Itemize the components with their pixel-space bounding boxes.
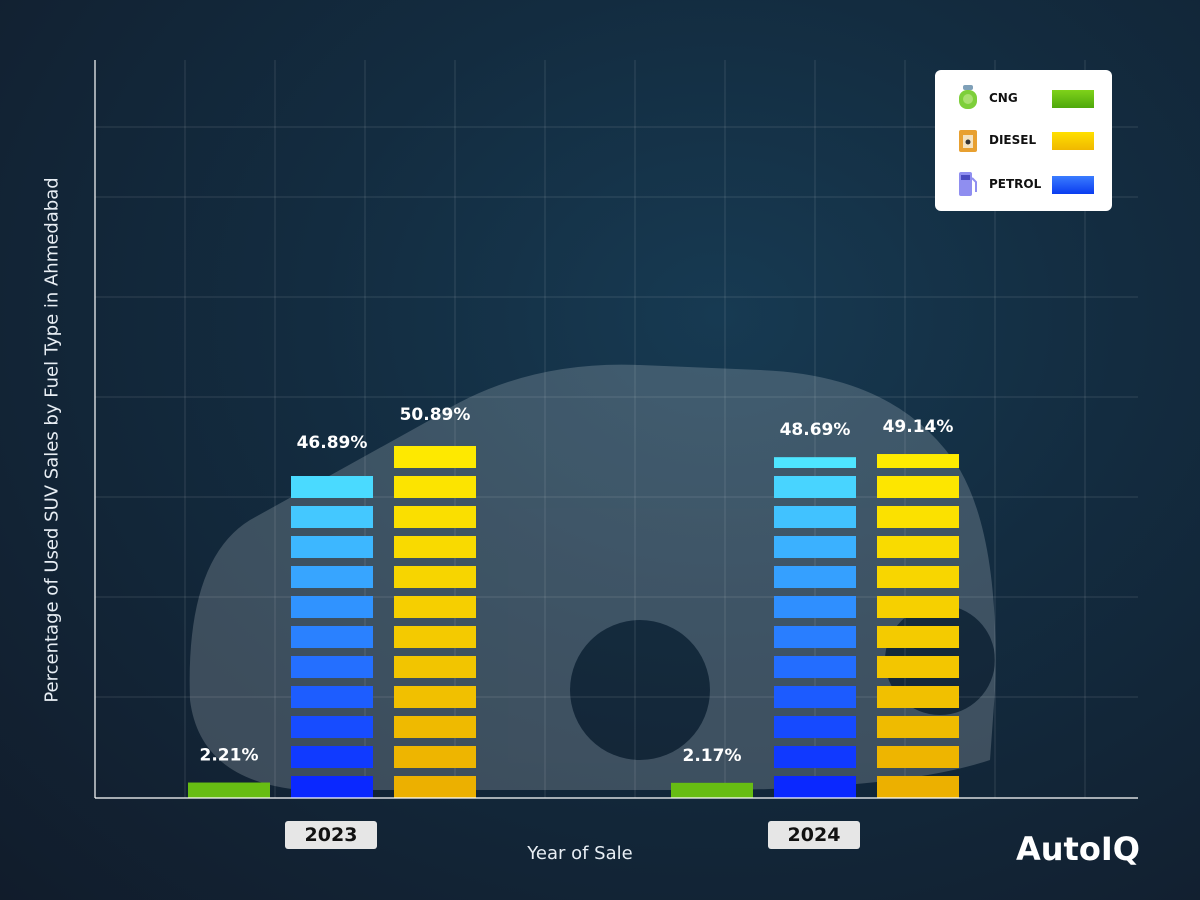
bar-segment xyxy=(394,506,476,528)
bar-segment xyxy=(394,626,476,648)
bar-segment xyxy=(774,746,856,768)
bar-segment xyxy=(877,536,959,558)
bar-segment xyxy=(877,454,959,468)
legend-item-diesel: DIESEL xyxy=(935,126,1112,156)
bar-segment xyxy=(188,782,270,798)
bar-segment xyxy=(291,566,373,588)
data-label: 2.21% xyxy=(200,746,259,766)
bar-cng-2024 xyxy=(671,782,753,798)
bar-segment xyxy=(877,566,959,588)
bar-segment xyxy=(394,776,476,798)
data-label: 46.89% xyxy=(297,433,368,453)
bar-segment xyxy=(291,716,373,738)
legend-swatch xyxy=(1052,132,1094,150)
bar-segment xyxy=(291,536,373,558)
bar-segment xyxy=(394,656,476,678)
legend-item-cng: CNG xyxy=(935,84,1112,114)
bar-segment xyxy=(774,566,856,588)
bar-segment xyxy=(877,656,959,678)
bar-segment xyxy=(394,476,476,498)
bar-segment xyxy=(877,716,959,738)
bar-segment xyxy=(394,446,476,468)
bar-diesel-2024 xyxy=(877,454,959,798)
legend-item-petrol: PETROL xyxy=(935,170,1112,200)
bar-segment xyxy=(394,596,476,618)
x-tick-label: 2023 xyxy=(285,821,377,849)
bar-segment xyxy=(291,626,373,648)
bar-segment xyxy=(774,457,856,468)
bar-segment xyxy=(394,746,476,768)
bar-segment xyxy=(774,626,856,648)
bar-segment xyxy=(877,746,959,768)
bar-segment xyxy=(394,686,476,708)
bar-segment xyxy=(394,536,476,558)
gas-cylinder-icon xyxy=(959,85,977,109)
bar-segment xyxy=(774,686,856,708)
bar-segment xyxy=(877,626,959,648)
bar-segment xyxy=(291,686,373,708)
bar-segment xyxy=(774,536,856,558)
bar-segment xyxy=(394,716,476,738)
bar-diesel-2023 xyxy=(394,446,476,798)
data-label: 50.89% xyxy=(400,405,471,425)
axes xyxy=(94,60,1138,799)
bar-segment xyxy=(877,776,959,798)
bar-segment xyxy=(774,596,856,618)
grid-lines xyxy=(95,60,1138,798)
bar-segment xyxy=(774,476,856,498)
bar-segment xyxy=(671,782,753,798)
bar-petrol-2023 xyxy=(291,476,373,798)
legend-label: DIESEL xyxy=(989,133,1037,147)
bar-segment xyxy=(291,506,373,528)
data-label: 2.17% xyxy=(683,746,742,766)
data-label: 48.69% xyxy=(780,420,851,440)
x-axis-label: Year of Sale xyxy=(527,843,633,864)
legend: CNG DIESEL PETROL xyxy=(935,70,1112,211)
bar-segment xyxy=(291,746,373,768)
x-tick-label: 2024 xyxy=(768,821,860,849)
bar-segment xyxy=(774,716,856,738)
bar-segment xyxy=(877,596,959,618)
fuel-pump-icon xyxy=(959,172,977,196)
legend-swatch xyxy=(1052,90,1094,108)
bar-petrol-2024 xyxy=(774,457,856,798)
bar-segment xyxy=(877,686,959,708)
autoiq-logo: AutoIQ xyxy=(1016,830,1140,868)
y-axis-label: Percentage of Used SUV Sales by Fuel Typ… xyxy=(41,177,63,703)
bar-segment xyxy=(291,596,373,618)
bar-segment xyxy=(774,776,856,798)
bar-segment xyxy=(394,566,476,588)
bar-segment xyxy=(291,476,373,498)
legend-label: PETROL xyxy=(989,177,1042,191)
legend-label: CNG xyxy=(989,91,1018,105)
bar-segment xyxy=(877,476,959,498)
bar-segment xyxy=(774,656,856,678)
bar-segment xyxy=(291,656,373,678)
bar-segment xyxy=(877,506,959,528)
data-label: 49.14% xyxy=(883,417,954,437)
legend-swatch xyxy=(1052,176,1094,194)
bar-segment xyxy=(774,506,856,528)
fuel-jerrycan-icon xyxy=(959,130,977,152)
bar-segment xyxy=(291,776,373,798)
bar-cng-2023 xyxy=(188,782,270,798)
